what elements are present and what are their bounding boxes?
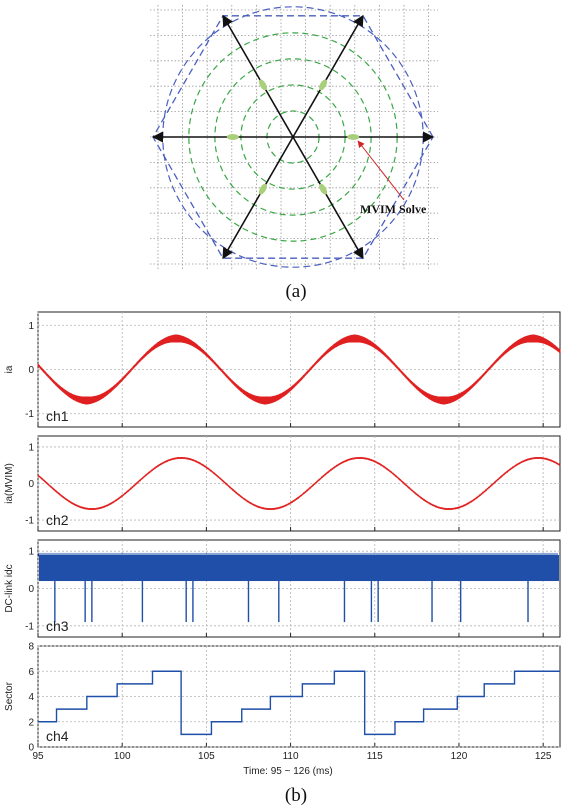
caption-a: (a) bbox=[285, 281, 306, 302]
x-tick-label: 95 bbox=[32, 751, 44, 762]
y-tick-label: 1 bbox=[28, 442, 34, 453]
mvim-solve-annotation: MVIM Solve bbox=[360, 202, 427, 216]
y-tick-label: 0 bbox=[28, 584, 34, 595]
space-vector-diagram bbox=[150, 5, 438, 270]
y-tick-label: 0 bbox=[28, 743, 34, 754]
y-axis-label: ia(MVIM) bbox=[4, 463, 15, 504]
solution-point bbox=[319, 79, 328, 91]
annotation-pointer bbox=[357, 140, 405, 201]
y-tick-label: 2 bbox=[28, 717, 34, 728]
solution-point bbox=[226, 134, 239, 140]
solution-point bbox=[258, 183, 267, 195]
x-tick-label: 115 bbox=[367, 751, 383, 762]
y-tick-label: 1 bbox=[28, 547, 34, 558]
y-tick-label: -1 bbox=[25, 621, 34, 632]
x-tick-label: 125 bbox=[535, 751, 552, 762]
solution-point bbox=[347, 134, 360, 140]
y-tick-label: -1 bbox=[25, 409, 34, 420]
y-tick-label: 0 bbox=[28, 479, 34, 490]
y-axis-label: ia bbox=[4, 365, 15, 373]
waveform-plots: 1 0 -1 ia ch1 1 0 -1 ia(MVIM) ch2 1 0 -1 DC-link idc c… bbox=[4, 311, 561, 762]
y-tick-label: 4 bbox=[28, 692, 34, 703]
solution-point bbox=[319, 183, 328, 195]
channel-label: ch2 bbox=[46, 512, 69, 528]
x-tick-label: 120 bbox=[451, 751, 468, 762]
x-tick-label: 100 bbox=[114, 751, 131, 762]
series-step-ch4 bbox=[38, 670, 560, 736]
caption-b: (b) bbox=[285, 785, 307, 806]
x-tick-label: 105 bbox=[198, 751, 215, 762]
y-tick-label: 1 bbox=[28, 321, 34, 332]
channel-label: ch1 bbox=[46, 408, 69, 424]
y-axis-label: Sector bbox=[4, 681, 15, 711]
series-texture-ch3 bbox=[38, 552, 558, 557]
series-line-ch2 bbox=[37, 456, 561, 511]
voltage-vector bbox=[292, 136, 364, 260]
channel-label: ch4 bbox=[46, 728, 69, 744]
voltage-vector bbox=[292, 14, 364, 138]
y-tick-label: 0 bbox=[28, 365, 34, 376]
solution-point bbox=[258, 79, 267, 91]
channel-label: ch3 bbox=[46, 618, 69, 634]
series-line-ch1 bbox=[37, 334, 561, 405]
x-tick-label: 110 bbox=[283, 751, 299, 762]
voltage-vector bbox=[222, 136, 294, 260]
y-axis-label: DC-link idc bbox=[4, 564, 15, 612]
voltage-vector bbox=[222, 14, 294, 138]
y-tick-label: -1 bbox=[25, 516, 34, 527]
series-band-ch3 bbox=[39, 554, 559, 582]
y-tick-label: 6 bbox=[28, 667, 34, 678]
x-axis-label: Time: 95 ~ 126 (ms) bbox=[243, 766, 332, 777]
y-tick-label: 8 bbox=[28, 642, 34, 653]
